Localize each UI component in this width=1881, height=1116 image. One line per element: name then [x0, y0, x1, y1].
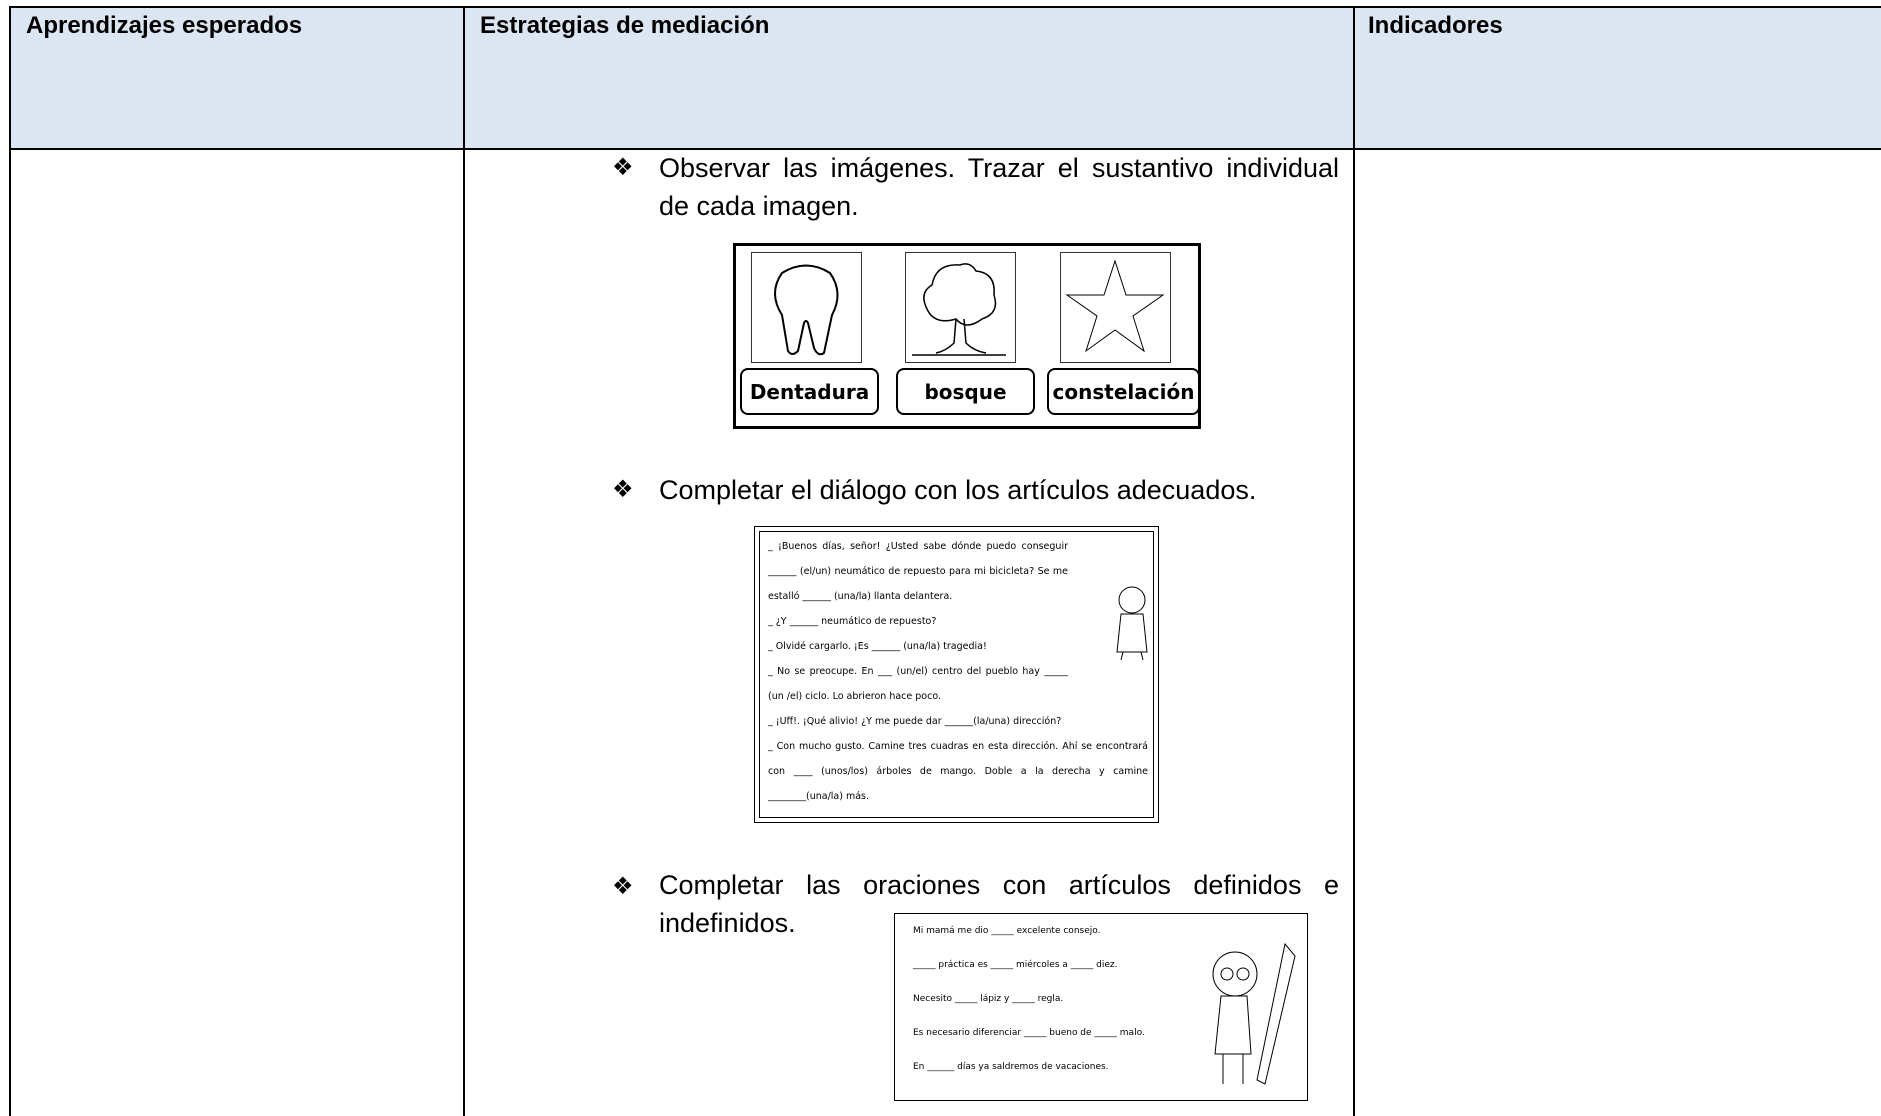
- child-illustration: [1116, 586, 1148, 661]
- instruction: Observar las imágenes. Trazar el sustant…: [659, 153, 1339, 221]
- sentence: Necesito _____ lápiz y _____ regla.: [913, 994, 1064, 1004]
- instruction: Completar el diálogo con los artículos a…: [659, 475, 1257, 505]
- border: [1353, 6, 1355, 1116]
- header-cell: Indicadores: [1368, 12, 1503, 39]
- icon: [1065, 259, 1165, 353]
- sentence: _____ práctica es _____ miércoles a ____…: [913, 960, 1118, 970]
- word-box: bosque: [896, 368, 1035, 415]
- sentence: Es necesario diferenciar _____ bueno de …: [913, 1028, 1145, 1038]
- sentence: En ______ días ya saldremos de vacacione…: [913, 1062, 1109, 1072]
- dialogue-line: _ No se preocupe. En ___ (un/el) centro …: [768, 666, 1068, 702]
- dialogue-line: _ ¡Buenos días, señor! ¿Usted sabe dónde…: [768, 541, 1068, 602]
- word-box: constelación: [1047, 368, 1200, 415]
- border: [463, 6, 465, 1116]
- sentence: Mi mamá me dio _____ excelente consejo.: [913, 926, 1101, 936]
- worksheet: _ ¡Buenos días, señor! ¿Usted sabe dónde…: [754, 526, 1159, 823]
- bullet: ❖: [612, 154, 634, 181]
- bullet: ❖: [612, 873, 634, 900]
- icon: [912, 263, 1006, 356]
- header-row: [10, 6, 1881, 150]
- girl-illustration: [1212, 942, 1296, 1085]
- instruction-text: Completar las oraciones con artículos de…: [659, 870, 1339, 938]
- header-cell: Estrategias de mediación: [480, 12, 770, 39]
- image-frame: Dentadura bosque constelación: [733, 243, 1201, 429]
- dialogue-line: _ Con mucho gusto. Camine tres cuadras e…: [768, 741, 1148, 802]
- tree-picture: [905, 252, 1016, 363]
- tooth-picture: [751, 252, 862, 363]
- dialogue-line: _ Olvidé cargarlo. ¡Es ______ (una/la) t…: [768, 641, 987, 652]
- word-box: Dentadura: [740, 368, 879, 415]
- worksheet-inner: _ ¡Buenos días, señor! ¿Usted sabe dónde…: [759, 531, 1154, 818]
- star-picture: [1060, 252, 1171, 363]
- worksheet: Mi mamá me dio _____ excelente consejo. _…: [894, 913, 1308, 1101]
- instruction: Completar las oraciones con artículos de…: [659, 866, 1339, 942]
- header-cell: Aprendizajes esperados: [26, 12, 303, 39]
- bullet: ❖: [612, 476, 634, 503]
- dialogue-line: _ ¡Uff!. ¡Qué alivio! ¿Y me puede dar __…: [768, 716, 1062, 727]
- border: [9, 6, 11, 1116]
- dialogue-line: _ ¿Y ______ neumático de repuesto?: [768, 616, 937, 627]
- icon: [774, 264, 839, 356]
